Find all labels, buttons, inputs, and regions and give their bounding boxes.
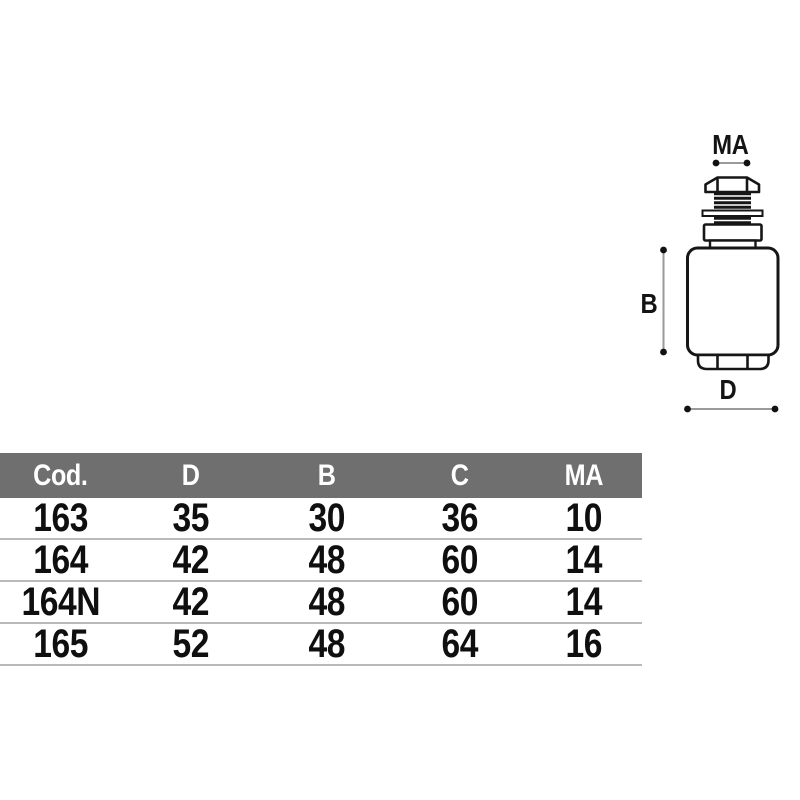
column-header-d: D — [121, 458, 260, 492]
d-dimension-line — [684, 405, 779, 413]
cell-ma-text: 14 — [565, 580, 603, 624]
cell-ma-text: 10 — [565, 496, 603, 540]
bottom-hex — [696, 353, 770, 371]
lock-nut-block — [702, 223, 763, 242]
cell-c-text: 60 — [441, 538, 478, 582]
cell-b-text: 30 — [308, 496, 345, 540]
cell-c: 64 — [393, 624, 526, 664]
cell-c: 60 — [393, 582, 526, 622]
washer — [701, 209, 764, 217]
ma-dimension-label: MA — [698, 131, 762, 159]
cell-cod: 164 — [0, 540, 121, 580]
column-header-c: C — [393, 458, 526, 492]
cell-cod: 165 — [0, 624, 121, 664]
cell-c-text: 36 — [441, 496, 478, 540]
column-header-c-text: C — [450, 458, 469, 492]
cell-ma: 14 — [526, 540, 642, 580]
cell-ma-text: 16 — [565, 622, 603, 666]
cell-d-text: 35 — [172, 496, 209, 540]
cell-d-text: 52 — [172, 622, 209, 666]
column-header-cod: Cod. — [0, 458, 121, 492]
column-header-b: B — [260, 458, 393, 492]
cell-d: 42 — [121, 582, 260, 622]
spec-table: Cod. D B C MA 163 35 30 36 10 164 42 48 … — [0, 453, 642, 666]
cell-c: 60 — [393, 540, 526, 580]
cell-c: 36 — [393, 498, 526, 538]
roller-technical-drawing: MA B D — [633, 131, 780, 413]
cell-cod-text: 163 — [33, 496, 88, 540]
cell-cod-text: 165 — [33, 622, 88, 666]
b-dimension-label: B — [633, 290, 665, 318]
table-row-164: 164 42 48 60 14 — [0, 540, 642, 582]
cell-b: 48 — [260, 582, 393, 622]
ma-dimension-label-text: MA — [711, 129, 749, 160]
ma-dimension-line — [712, 159, 751, 167]
cell-cod-text: 164N — [21, 580, 100, 624]
roller-body — [686, 246, 780, 357]
cell-c-text: 64 — [441, 622, 478, 666]
cell-d: 35 — [121, 498, 260, 538]
cell-ma: 10 — [526, 498, 642, 538]
cell-d-text: 42 — [172, 538, 209, 582]
cell-b-text: 48 — [308, 622, 345, 666]
cell-d: 52 — [121, 624, 260, 664]
column-header-d-text: D — [181, 458, 200, 492]
cell-b-text: 48 — [308, 580, 345, 624]
cell-c-text: 60 — [441, 580, 478, 624]
b-dimension-line — [660, 246, 667, 356]
column-header-ma-text: MA — [564, 458, 604, 492]
roller-drawing-svg — [660, 159, 780, 413]
b-dimension-label-text: B — [640, 288, 658, 319]
cell-b: 30 — [260, 498, 393, 538]
cell-ma-text: 14 — [565, 538, 603, 582]
table-row-164n: 164N 42 48 60 14 — [0, 582, 642, 624]
cell-cod: 163 — [0, 498, 121, 538]
table-row-163: 163 35 30 36 10 — [0, 498, 642, 540]
spec-table-header-row: Cod. D B C MA — [0, 453, 642, 498]
column-header-cod-text: Cod. — [33, 458, 88, 492]
cell-b: 48 — [260, 624, 393, 664]
column-header-b-text: B — [317, 458, 336, 492]
cell-d-text: 42 — [172, 580, 209, 624]
d-dimension-label: D — [708, 376, 748, 404]
d-dimension-label-text: D — [719, 374, 737, 405]
cell-ma: 14 — [526, 582, 642, 622]
cell-b-text: 48 — [308, 538, 345, 582]
cell-cod: 164N — [0, 582, 121, 622]
bolt-head — [704, 176, 761, 194]
table-row-165: 165 52 48 64 16 — [0, 624, 642, 666]
cell-ma: 16 — [526, 624, 642, 664]
column-header-ma: MA — [526, 458, 642, 492]
cell-b: 48 — [260, 540, 393, 580]
cell-d: 42 — [121, 540, 260, 580]
cell-cod-text: 164 — [33, 538, 88, 582]
